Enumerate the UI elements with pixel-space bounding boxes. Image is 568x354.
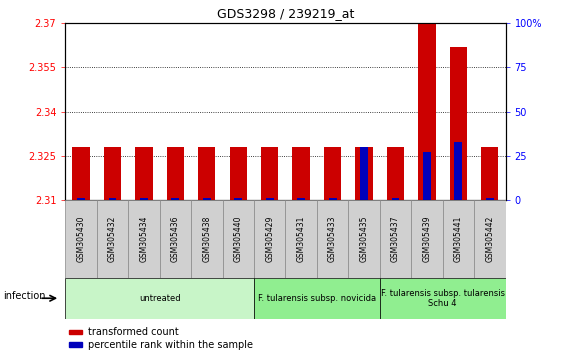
Bar — [360, 147, 368, 200]
FancyBboxPatch shape — [97, 200, 128, 278]
Bar — [167, 147, 184, 200]
Text: GSM305429: GSM305429 — [265, 216, 274, 262]
Bar — [69, 330, 82, 334]
Bar — [418, 23, 436, 200]
Bar — [69, 342, 82, 347]
Text: GSM305432: GSM305432 — [108, 216, 117, 262]
FancyBboxPatch shape — [348, 200, 380, 278]
FancyBboxPatch shape — [254, 200, 285, 278]
Bar — [203, 198, 211, 200]
Bar — [229, 147, 247, 200]
FancyBboxPatch shape — [411, 200, 442, 278]
FancyBboxPatch shape — [254, 278, 380, 319]
Text: GSM305435: GSM305435 — [360, 216, 369, 262]
Bar — [391, 198, 399, 200]
Title: GDS3298 / 239219_at: GDS3298 / 239219_at — [217, 7, 354, 21]
Bar — [293, 147, 310, 200]
FancyBboxPatch shape — [160, 200, 191, 278]
Text: GSM305437: GSM305437 — [391, 216, 400, 262]
Text: transformed count: transformed count — [89, 327, 179, 337]
Text: F. tularensis subsp. novicida: F. tularensis subsp. novicida — [258, 294, 376, 303]
Text: percentile rank within the sample: percentile rank within the sample — [89, 339, 253, 349]
Text: GSM305430: GSM305430 — [77, 216, 86, 262]
Bar — [423, 152, 431, 200]
Text: GSM305439: GSM305439 — [423, 216, 432, 262]
Bar — [135, 147, 153, 200]
Bar — [235, 198, 242, 200]
Bar — [172, 198, 179, 200]
FancyBboxPatch shape — [474, 200, 506, 278]
Bar — [297, 198, 305, 200]
FancyBboxPatch shape — [317, 200, 348, 278]
Bar — [72, 147, 90, 200]
Bar — [329, 198, 336, 200]
FancyBboxPatch shape — [380, 200, 411, 278]
Text: GSM305442: GSM305442 — [485, 216, 494, 262]
Bar — [140, 198, 148, 200]
Text: GSM305436: GSM305436 — [171, 216, 180, 262]
Bar — [266, 198, 274, 200]
FancyBboxPatch shape — [442, 200, 474, 278]
Text: GSM305433: GSM305433 — [328, 216, 337, 262]
Bar — [486, 198, 494, 200]
Text: GSM305438: GSM305438 — [202, 216, 211, 262]
Bar — [261, 147, 278, 200]
Text: GSM305431: GSM305431 — [296, 216, 306, 262]
FancyBboxPatch shape — [380, 278, 506, 319]
Text: untreated: untreated — [139, 294, 181, 303]
Bar — [387, 147, 404, 200]
FancyBboxPatch shape — [285, 200, 317, 278]
Text: GSM305441: GSM305441 — [454, 216, 463, 262]
Bar — [77, 198, 85, 200]
Text: F. tularensis subsp. tularensis
Schu 4: F. tularensis subsp. tularensis Schu 4 — [381, 289, 504, 308]
Text: GSM305440: GSM305440 — [234, 216, 243, 262]
Bar — [356, 147, 373, 200]
Bar — [324, 147, 341, 200]
Text: GSM305434: GSM305434 — [139, 216, 148, 262]
FancyBboxPatch shape — [128, 200, 160, 278]
Bar — [108, 198, 116, 200]
FancyBboxPatch shape — [65, 200, 97, 278]
Bar — [450, 47, 467, 200]
Bar — [104, 147, 121, 200]
Bar — [481, 147, 499, 200]
Bar — [198, 147, 215, 200]
FancyBboxPatch shape — [223, 200, 254, 278]
Text: infection: infection — [3, 291, 46, 301]
Bar — [454, 142, 462, 200]
FancyBboxPatch shape — [191, 200, 223, 278]
FancyBboxPatch shape — [65, 278, 254, 319]
